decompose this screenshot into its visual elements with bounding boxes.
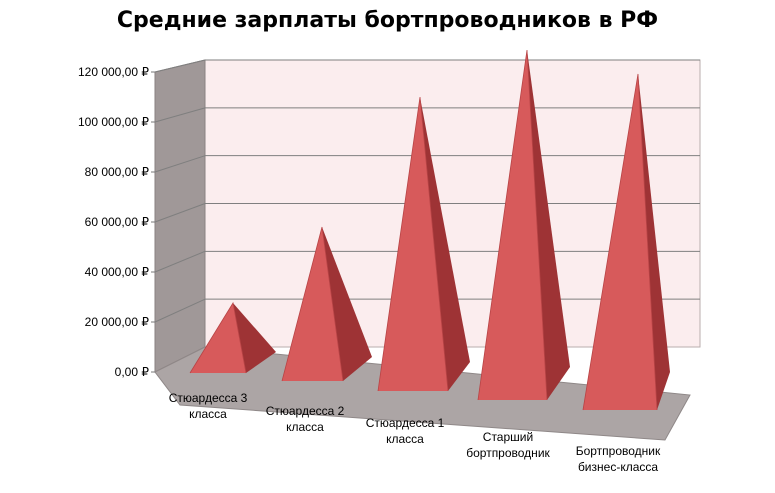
gridline-side [154,250,206,273]
y-tick-label: 120 000,00 ₽ [78,65,149,79]
pyramid-front-face [478,50,547,400]
chart-title: Средние зарплаты бортпроводников в РФ [116,8,659,33]
category-label: Стюардесса 2 класса [266,404,345,434]
y-tick-label: 80 000,00 ₽ [85,165,150,179]
pyramid-edge [281,226,344,382]
y-tick-label: 60 000,00 ₽ [85,215,150,229]
pyramid-side-face [322,227,372,381]
pyramid-front-face [282,227,343,381]
category-labels: Стюардесса 3 класса Стюардесса 2 класса Стюа… [169,391,661,474]
pyramid-front-face [583,74,657,410]
pyramid-side-face [233,303,276,373]
gridline-side [154,298,206,323]
pyramid-edge [477,49,548,401]
gridline-side [154,59,206,73]
pyramid-edge [582,73,658,411]
pyramid-side-face [527,50,570,400]
y-tick-label: 20 000,00 ₽ [85,315,150,329]
y-tick-label: 100 000,00 ₽ [78,115,149,129]
side-wall [154,59,206,373]
pyramid-front-face [190,303,246,373]
pyramid-side-face [638,74,670,410]
pyramid-front-face [378,97,448,391]
gridline-side [154,107,206,123]
gridline-side [154,203,206,223]
y-tick-label: 40 000,00 ₽ [85,265,150,279]
category-label: Бортпроводник бизнес-класса [576,444,661,474]
category-label: Стюардесса 3 класса [169,391,248,421]
gridline-side [154,155,206,173]
data-marks [189,49,670,411]
pyramid-edge [377,96,449,392]
y-axis-ticks: 0,00 ₽ 20 000,00 ₽ 40 000,00 ₽ 60 000,00 ₽ 8… [78,65,155,379]
category-label: Стюардесса 1 класса [366,416,445,446]
category-label: Старший бортпроводник [466,430,550,460]
y-tick-label: 0,00 ₽ [115,365,150,379]
pyramid-edge [189,301,247,374]
pyramid-side-face [420,97,470,391]
